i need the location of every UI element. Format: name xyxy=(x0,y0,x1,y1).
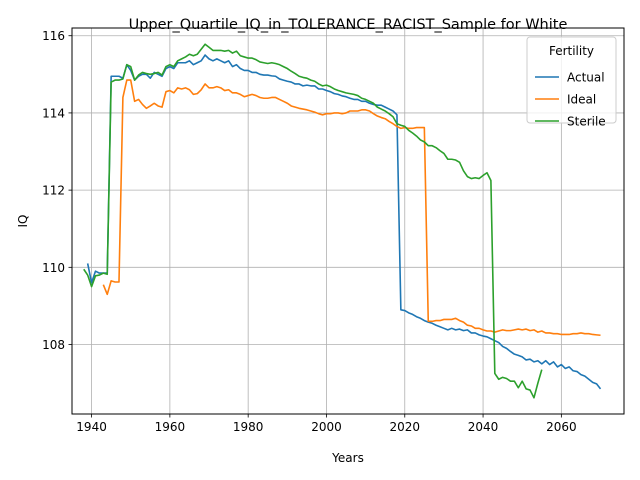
x-tick-label: 1960 xyxy=(155,420,186,434)
legend: Fertility Actual Ideal Sterile xyxy=(526,36,617,129)
series-line-actual xyxy=(86,54,602,390)
x-tick-label: 2000 xyxy=(311,420,342,434)
legend-label-sterile: Sterile xyxy=(567,115,606,129)
series-line-ideal xyxy=(102,79,601,337)
x-tick-label: 1980 xyxy=(233,420,264,434)
x-axis-label: Years xyxy=(331,451,364,465)
legend-frame xyxy=(526,36,617,124)
y-axis-label: IQ xyxy=(16,215,30,228)
legend-label-actual: Actual xyxy=(567,71,605,85)
chart-title: Upper_Quartile_IQ_in_TOLERANCE_RACIST_Sa… xyxy=(129,17,568,33)
legend-title: Fertility xyxy=(549,44,594,58)
y-tick-label: 114 xyxy=(42,106,65,120)
series-line-sterile xyxy=(83,43,543,399)
y-tick-label: 110 xyxy=(42,261,65,275)
series-layer xyxy=(83,43,602,399)
y-tick-label: 108 xyxy=(42,338,65,352)
x-tick-label: 1940 xyxy=(76,420,107,434)
axis-ticks: 1940 1960 1980 2000 2020 2040 2060 108 110 112 114… xyxy=(42,29,577,434)
x-tick-label: 2060 xyxy=(546,420,577,434)
plot-area-frame xyxy=(71,27,625,415)
y-tick-label: 116 xyxy=(42,29,65,43)
x-tick-label: 2040 xyxy=(468,420,499,434)
legend-label-ideal: Ideal xyxy=(567,93,596,107)
x-tick-label: 2020 xyxy=(389,420,420,434)
y-tick-label: 112 xyxy=(42,184,65,198)
